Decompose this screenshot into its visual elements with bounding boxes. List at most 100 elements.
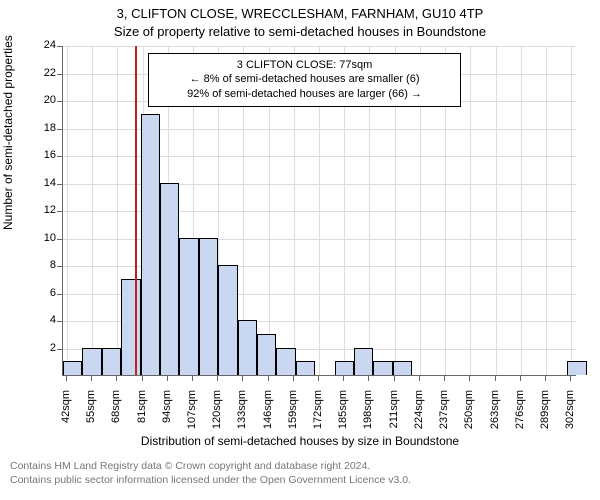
x-tick-label: 263sqm <box>489 390 501 440</box>
chart-title-sub: Size of property relative to semi-detach… <box>0 24 600 39</box>
y-tick-mark <box>57 156 62 157</box>
gridline-vertical <box>470 46 471 375</box>
y-tick-mark <box>57 46 62 47</box>
chart-title-main: 3, CLIFTON CLOSE, WRECCLESHAM, FARNHAM, … <box>0 6 600 21</box>
histogram-bar <box>121 279 140 375</box>
histogram-bar <box>218 265 237 375</box>
x-tick-mark <box>570 376 571 381</box>
x-tick-label: 172sqm <box>312 390 324 440</box>
histogram-bar <box>179 238 198 376</box>
x-tick-label: 302sqm <box>564 390 576 440</box>
x-tick-label: 185sqm <box>337 390 349 440</box>
y-tick-mark <box>57 294 62 295</box>
x-tick-label: 133sqm <box>236 390 248 440</box>
y-tick-label: 6 <box>28 287 56 299</box>
y-tick-label: 12 <box>28 204 56 216</box>
gridline-vertical <box>571 46 572 375</box>
x-tick-mark <box>242 376 243 381</box>
histogram-bar <box>102 348 121 376</box>
y-tick-label: 4 <box>28 314 56 326</box>
histogram-bar <box>567 361 586 375</box>
x-tick-label: 159sqm <box>287 390 299 440</box>
histogram-bar <box>296 361 315 375</box>
x-tick-mark <box>343 376 344 381</box>
y-tick-label: 16 <box>28 149 56 161</box>
x-tick-mark <box>192 376 193 381</box>
x-tick-label: 211sqm <box>388 390 400 440</box>
y-tick-mark <box>57 349 62 350</box>
y-tick-mark <box>57 266 62 267</box>
histogram-bar <box>257 334 276 375</box>
histogram-bar <box>82 348 101 376</box>
x-tick-label: 94sqm <box>161 390 173 440</box>
gridline-vertical <box>546 46 547 375</box>
histogram-bar <box>373 361 392 375</box>
reference-line <box>135 46 137 375</box>
y-tick-mark <box>57 321 62 322</box>
x-tick-label: 120sqm <box>211 390 223 440</box>
footer-attribution: Contains HM Land Registry data © Crown c… <box>10 460 411 487</box>
histogram-bar <box>393 361 412 375</box>
x-tick-label: 289sqm <box>539 390 551 440</box>
x-tick-mark <box>167 376 168 381</box>
x-tick-mark <box>520 376 521 381</box>
histogram-bar <box>160 183 179 376</box>
y-axis-label: Number of semi-detached properties <box>1 35 15 230</box>
x-tick-mark <box>268 376 269 381</box>
x-tick-label: 276sqm <box>514 390 526 440</box>
x-tick-label: 81sqm <box>136 390 148 440</box>
x-tick-label: 237sqm <box>438 390 450 440</box>
gridline-vertical <box>92 46 93 375</box>
histogram-bar <box>141 114 160 375</box>
gridline-vertical <box>521 46 522 375</box>
x-tick-label: 68sqm <box>110 390 122 440</box>
y-tick-mark <box>57 129 62 130</box>
plot-area: 3 CLIFTON CLOSE: 77sqm← 8% of semi-detac… <box>62 46 576 376</box>
x-tick-mark <box>469 376 470 381</box>
x-tick-label: 224sqm <box>413 390 425 440</box>
x-tick-label: 198sqm <box>362 390 374 440</box>
x-tick-mark <box>217 376 218 381</box>
histogram-bar <box>354 348 373 376</box>
x-tick-mark <box>444 376 445 381</box>
y-tick-mark <box>57 101 62 102</box>
histogram-bar <box>199 238 218 376</box>
x-tick-mark <box>91 376 92 381</box>
annotation-line: ← 8% of semi-detached houses are smaller… <box>157 72 453 87</box>
y-tick-mark <box>57 74 62 75</box>
x-tick-mark <box>293 376 294 381</box>
figure-root: 3, CLIFTON CLOSE, WRECCLESHAM, FARNHAM, … <box>0 0 600 500</box>
y-tick-mark <box>57 211 62 212</box>
footer-line-1: Contains HM Land Registry data © Crown c… <box>10 460 411 474</box>
x-tick-label: 146sqm <box>262 390 274 440</box>
x-tick-label: 55sqm <box>85 390 97 440</box>
y-tick-label: 20 <box>28 94 56 106</box>
y-tick-label: 8 <box>28 259 56 271</box>
x-tick-mark <box>545 376 546 381</box>
x-tick-mark <box>368 376 369 381</box>
x-tick-mark <box>142 376 143 381</box>
annotation-line: 3 CLIFTON CLOSE: 77sqm <box>157 58 453 73</box>
y-tick-label: 2 <box>28 342 56 354</box>
histogram-bar <box>335 361 354 375</box>
y-tick-label: 18 <box>28 122 56 134</box>
histogram-bar <box>238 320 257 375</box>
x-tick-mark <box>318 376 319 381</box>
y-tick-label: 24 <box>28 39 56 51</box>
x-tick-label: 250sqm <box>463 390 475 440</box>
histogram-bar <box>63 361 82 375</box>
gridline-vertical <box>67 46 68 375</box>
footer-line-2: Contains public sector information licen… <box>10 474 411 488</box>
y-tick-mark <box>57 184 62 185</box>
x-tick-mark <box>116 376 117 381</box>
x-tick-mark <box>419 376 420 381</box>
y-tick-label: 22 <box>28 67 56 79</box>
gridline-vertical <box>496 46 497 375</box>
annotation-line: 92% of semi-detached houses are larger (… <box>157 87 453 102</box>
y-tick-label: 14 <box>28 177 56 189</box>
y-tick-label: 10 <box>28 232 56 244</box>
x-tick-mark <box>394 376 395 381</box>
x-tick-mark <box>495 376 496 381</box>
x-tick-label: 107sqm <box>186 390 198 440</box>
histogram-bar <box>276 348 295 376</box>
